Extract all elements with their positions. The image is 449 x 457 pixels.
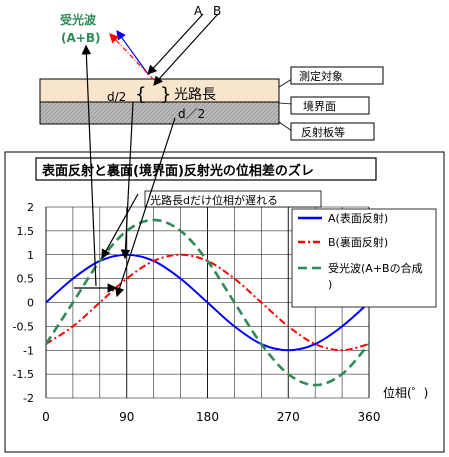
y-tick-labels: 2 1.5 1 0.5 0 -0.5 -1 -1.5 -2 (13, 201, 34, 405)
chart-title: 表面反射と裏面(境界面)反射光の位相差のズレ (41, 163, 314, 179)
annotation-text: 光路長dだけ位相が遅れる (150, 193, 278, 207)
pointer-arrow-3 (101, 193, 139, 260)
legend-box (291, 208, 437, 308)
x-tick-label: 90 (119, 410, 134, 424)
legend-label: A(表面反射) (328, 211, 388, 225)
reflected-ray-a (116, 30, 149, 75)
received-wave-label: 受光波 (60, 12, 97, 27)
x-tick-label: 360 (358, 410, 381, 424)
x-tick-labels: 0 90 180 270 360 (42, 410, 380, 424)
legend-label: B(裏面反射) (328, 235, 388, 249)
x-tick-label: 180 (196, 410, 219, 424)
chart-title-box (35, 157, 377, 181)
d-half-upper-label: d/2 (107, 90, 126, 104)
boundary-label: 境界面 (303, 99, 336, 113)
y-tick-label: 0.5 (17, 273, 35, 286)
d-half-lower-label: d／2 (178, 107, 205, 121)
path-length-label: 光路長 (174, 87, 216, 103)
legend-label: 受光波(A+Bの合成 (328, 261, 423, 275)
pointer-arrow-2 (115, 117, 176, 298)
y-tick-label: -2 (23, 392, 34, 405)
y-tick-label: 0 (27, 297, 34, 310)
pointer-arrow-4 (81, 44, 97, 287)
label-a: A (194, 4, 203, 18)
incident-ray-b-inner (153, 75, 164, 86)
boundary-layer (39, 101, 280, 125)
label-b: B (213, 4, 221, 18)
target-label: 測定対象 (299, 69, 343, 83)
x-tick-label: 270 (277, 410, 300, 424)
y-tick-label: 2 (27, 201, 34, 214)
incident-ray-a (147, 13, 204, 75)
y-tick-label: 1.5 (17, 225, 35, 238)
reflection-diagram: A B 受光波 (A+B) d/2 { } 光路長 d／2 測定対象 境界面 反… (39, 4, 384, 141)
series-lines (44, 218, 370, 387)
reflector-label: 反射板等 (301, 125, 345, 139)
target-label-box (290, 66, 384, 85)
legend-label-cont: ) (328, 278, 332, 291)
boundary-leader (278, 102, 293, 105)
reflector-leader (278, 121, 293, 132)
legend: A(表面反射) B(裏面反射) 受光波(A+Bの合成) (298, 211, 423, 291)
right-brace: } (160, 84, 171, 105)
y-tick-label: -0.5 (13, 320, 34, 333)
received-wave-sub: (A+B) (61, 31, 100, 45)
annotation-box (144, 190, 322, 208)
x-axis-label: 位相(゜) (383, 385, 428, 400)
x-tick-label: 0 (42, 410, 50, 424)
boundary-label-box (290, 96, 370, 115)
y-tick-label: -1 (23, 344, 34, 357)
pointer-arrow-1 (120, 101, 134, 260)
target-leader (278, 78, 293, 88)
reflector-label-box (290, 122, 375, 141)
y-tick-label: -1.5 (13, 368, 34, 381)
series-line-3 (44, 218, 370, 387)
y-tick-label: 1 (27, 249, 34, 262)
incident-ray-b (158, 13, 219, 80)
reflected-ray-b (109, 33, 155, 81)
left-brace: { (135, 84, 146, 105)
